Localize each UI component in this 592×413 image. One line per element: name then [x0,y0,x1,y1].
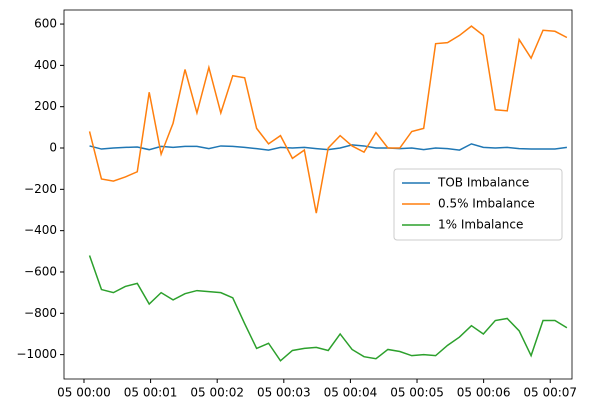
x-tick-label: 05 00:01 [124,386,178,400]
x-tick-label: 05 00:07 [523,386,577,400]
x-tick-label: 05 00:05 [390,386,444,400]
series-line [88,255,568,362]
y-tick-label: −200 [24,182,57,196]
y-tick-label: 200 [34,99,57,113]
legend-label: 1% Imbalance [438,218,523,232]
y-tick-label: 600 [34,17,57,31]
legend-box [393,168,563,241]
y-tick-label: −800 [24,306,57,320]
x-tick-label: 05 00:02 [190,386,244,400]
x-tick-label: 05 00:00 [57,386,111,400]
plot-frame [63,9,573,380]
y-tick-label: 0 [49,141,57,155]
x-tick-label: 05 00:06 [457,386,511,400]
series-line [88,25,568,214]
legend-label: 0.5% Imbalance [438,197,535,211]
y-tick-label: −1000 [16,347,57,361]
x-tick-label: 05 00:03 [257,386,311,400]
y-tick-label: 400 [34,58,57,72]
y-tick-label: −600 [24,264,57,278]
x-tick-label: 05 00:04 [324,386,378,400]
y-tick-label: −400 [24,223,57,237]
legend-label: TOB Imbalance [437,176,529,190]
